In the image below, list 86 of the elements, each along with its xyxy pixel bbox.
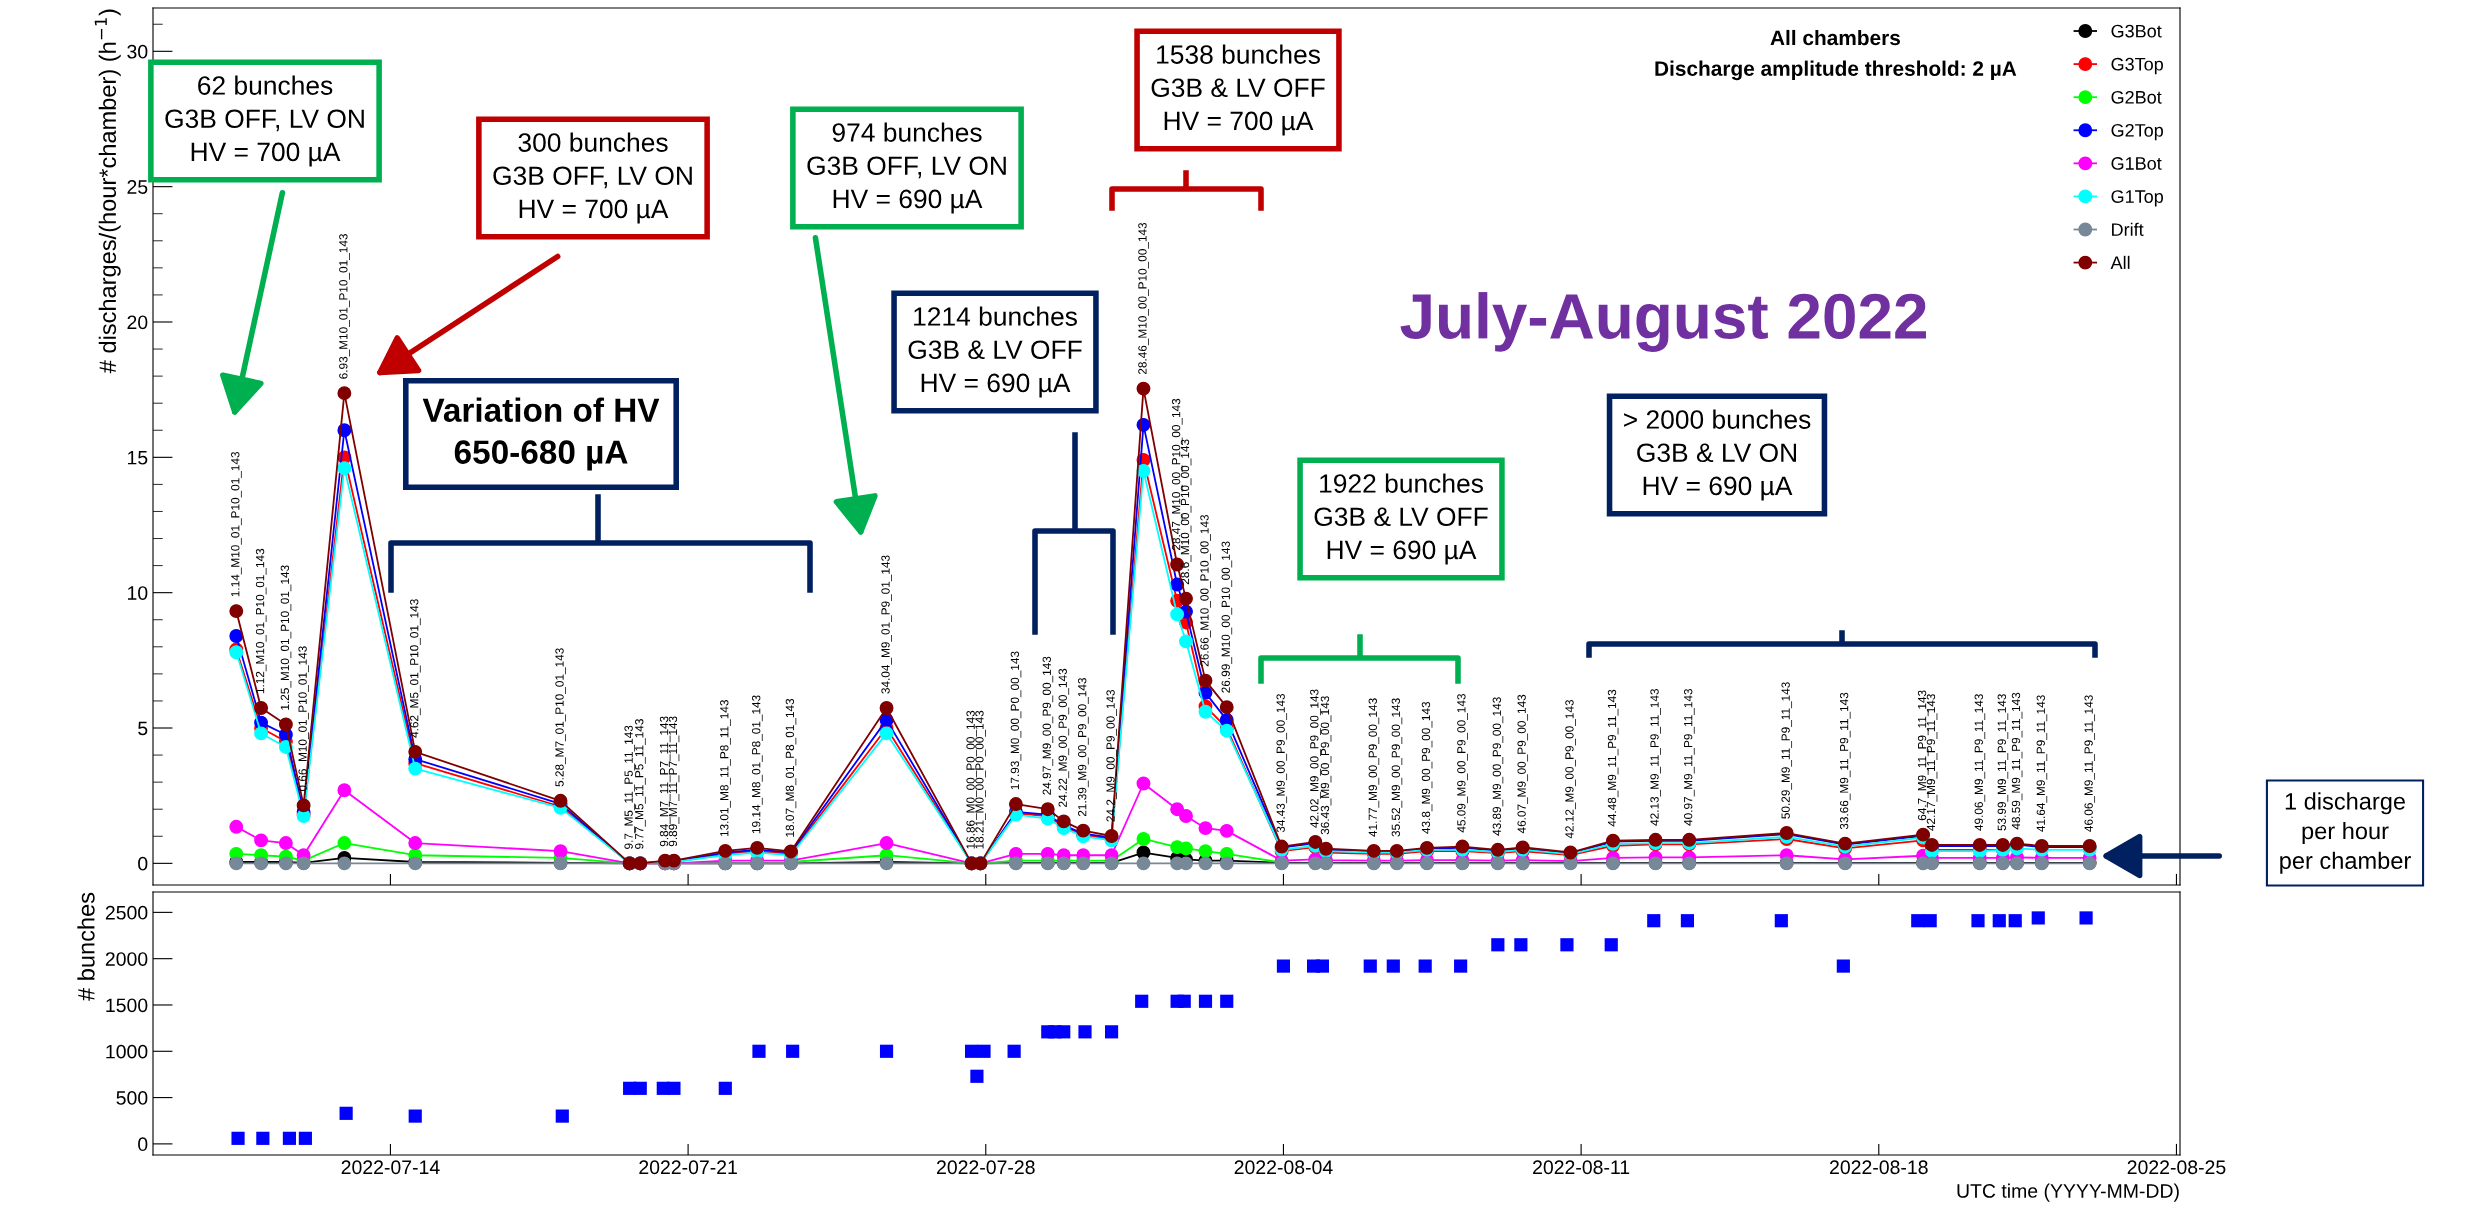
annotation: 1.12_M10_01_P10_01_143	[255, 548, 267, 694]
legend-label: G1Bot	[2111, 157, 2162, 170]
annotation: > 2000 bunches G3B & LV ON HV = 690 µA	[1624, 409, 1811, 501]
annotation: 13.01_M8_11_P8_11_143	[720, 700, 731, 837]
y-tick-label: 20	[127, 315, 148, 330]
legend-label: G1Top	[2111, 190, 2163, 207]
y-axis-title: # bunches	[77, 892, 95, 1001]
text: All chambers	[1770, 29, 1900, 46]
annotation: 41.64_M9_11_P9_11_143	[2036, 695, 2048, 832]
x-tick-label: 2022-08-11	[1533, 1160, 1630, 1175]
annotation: 45.09_M9_00_P9_00_143	[1457, 694, 1468, 833]
annotation: 49.06_M9_11_P9_11_143	[1974, 694, 1986, 831]
annotation: 42.12_M9_00_P9_00_143	[1565, 699, 1576, 839]
annotation: 50.29_M9_11_P9_11_143	[1781, 682, 1793, 819]
annotation: 48.59_M9_11_P9_11_143	[2011, 692, 2023, 830]
y-tick-label: 15	[128, 451, 148, 465]
annotation: 9.7_M5_11_P5_11_143	[624, 725, 636, 849]
annotation: 35.52_M9_00_P9_00_143	[1391, 698, 1403, 837]
annotation: 53.99_M9_11_P9_11_143	[1997, 694, 2009, 831]
annotation: 4.62_M5_01_P10_01_143	[410, 599, 421, 738]
x-tick-label: 2022-08-18	[1830, 1160, 1928, 1175]
y-tick-label: 2000	[105, 952, 148, 966]
annotation: 62 bunches G3B OFF, LV ON HV = 700 µA	[165, 75, 364, 167]
annotation: 46.07_M9_00_P9_00_143	[1517, 694, 1529, 834]
annotation: 16.86_M0_00_P0_00_143	[966, 710, 977, 849]
text: Discharge amplitude threshold: 2 µA	[1655, 60, 2017, 81]
legend-label: G3Top	[2111, 57, 2163, 75]
legend-label: Drift	[2112, 222, 2144, 236]
annotation: 5.28_M7_01_P10_01_143	[555, 648, 566, 787]
x-tick-label: 2022-07-14	[341, 1160, 440, 1175]
annotation: 34.43_M9_00_P9_00_143	[1276, 694, 1288, 833]
annotation: 33.66_M9_11_P9_11_143	[1839, 692, 1851, 830]
annotation: 44.48_M9_11_P9_11_143	[1607, 689, 1619, 827]
legend-label: All	[2110, 255, 2130, 269]
y-tick-label: 2500	[105, 905, 148, 920]
annotation: 42.13_M9_11_P9_11_143	[1650, 689, 1661, 826]
x-axis-title: UTC time (YYYY-MM-DD)	[1957, 1183, 2179, 1202]
y-tick-label: 5	[138, 721, 148, 736]
y-tick-label: 0	[138, 1137, 148, 1152]
x-tick-label: 2022-07-28	[937, 1160, 1035, 1175]
annotation: 1538 bunches G3B & LV OFF HV = 700 µA	[1151, 44, 1325, 136]
annotation: 19.14_M8_01_P8_01_143	[752, 695, 763, 834]
annotation: 18.07_M8_01_P8_01_143	[785, 698, 797, 837]
annotation: 974 bunches G3B OFF, LV ON HV = 690 µA	[807, 122, 1006, 214]
annotation: Variation of HV 650-680 µA	[422, 397, 660, 471]
annotation: 40.97_M9_11_P9_11_143	[1684, 689, 1695, 826]
x-tick-label: 2022-08-25	[2127, 1160, 2226, 1175]
annotation: 1922 bunches G3B & LV OFF HV = 690 µA	[1314, 473, 1488, 565]
y-tick-label: 1000	[106, 1044, 148, 1059]
annotation: 1.14_M10_01_P10_01_143	[231, 451, 242, 597]
y-tick-label: 0	[138, 856, 148, 871]
text: 1 discharge per hour per chamber	[2280, 792, 2411, 874]
y-tick-label: 10	[128, 586, 148, 600]
annotation: 24.2_M9_00_P9_00_143	[1106, 690, 1117, 822]
legend-label: G2Top	[2111, 123, 2163, 141]
legend-label: G3Bot	[2111, 24, 2162, 38]
annotation: 34.04_M9_01_P9_01_143	[881, 555, 892, 694]
y-tick-label: 25	[127, 180, 148, 194]
y-tick-label: 500	[116, 1091, 148, 1105]
annotation: 6.93_M10_01_P10_01_143	[339, 234, 350, 379]
annotation: 24.22_M9_00_P9_00_143	[1058, 668, 1070, 807]
annotation: 42.02_M9_00_P9_00_143	[1310, 689, 1321, 828]
x-tick-label: 2022-08-04	[1234, 1160, 1333, 1175]
annotation: 36.43_M9_00_P9_00_143	[1320, 696, 1332, 835]
y-axis-title: # discharges/(hour*chamber) (h$^{−1}$)	[94, 9, 121, 374]
annotation: 26.99_M10_00_P10_00_143	[1221, 541, 1233, 693]
y-tick-label: 30	[127, 44, 148, 59]
x-tick-label: 2022-07-21	[639, 1160, 737, 1175]
annotation: 1214 bunches G3B & LV OFF HV = 690 µA	[908, 306, 1082, 398]
annotation: 0.66_M10_01_P10_01_143	[298, 646, 310, 792]
annotation: 18.21_M0_00_P0_00_143	[975, 710, 986, 849]
annotation: 43.89_M9_00_P9_00_143	[1492, 697, 1504, 836]
annotation: 300 bunches G3B OFF, LV ON HV = 700 µA	[493, 132, 692, 224]
annotation: 21.39_M9_00_P9_00_143	[1078, 678, 1089, 817]
annotation: 26.66_M10_00_P10_00_143	[1200, 514, 1211, 667]
annotation: 46.06_M9_11_P9_11_143	[2084, 695, 2096, 832]
annotation: July-August 2022	[1400, 292, 1926, 352]
annotation: 41.77_M9_00_P9_00_143	[1368, 698, 1380, 837]
annotation: 43.8_M9_00_P9_00_143	[1421, 701, 1433, 834]
annotation: 1.25_M10_01_P10_01_143	[280, 565, 292, 710]
annotation: 28.46_M10_00_P10_00_143	[1138, 222, 1149, 375]
annotation: 17.93_M0_00_P0_00_143	[1010, 651, 1022, 790]
annotation: 24.97_M9_00_P9_00_143	[1042, 656, 1054, 795]
legend-label: G2Bot	[2111, 90, 2162, 104]
annotation: 9.77_M5_11_P5_11_143	[635, 719, 646, 849]
y-tick-label: 1500	[106, 998, 148, 1013]
